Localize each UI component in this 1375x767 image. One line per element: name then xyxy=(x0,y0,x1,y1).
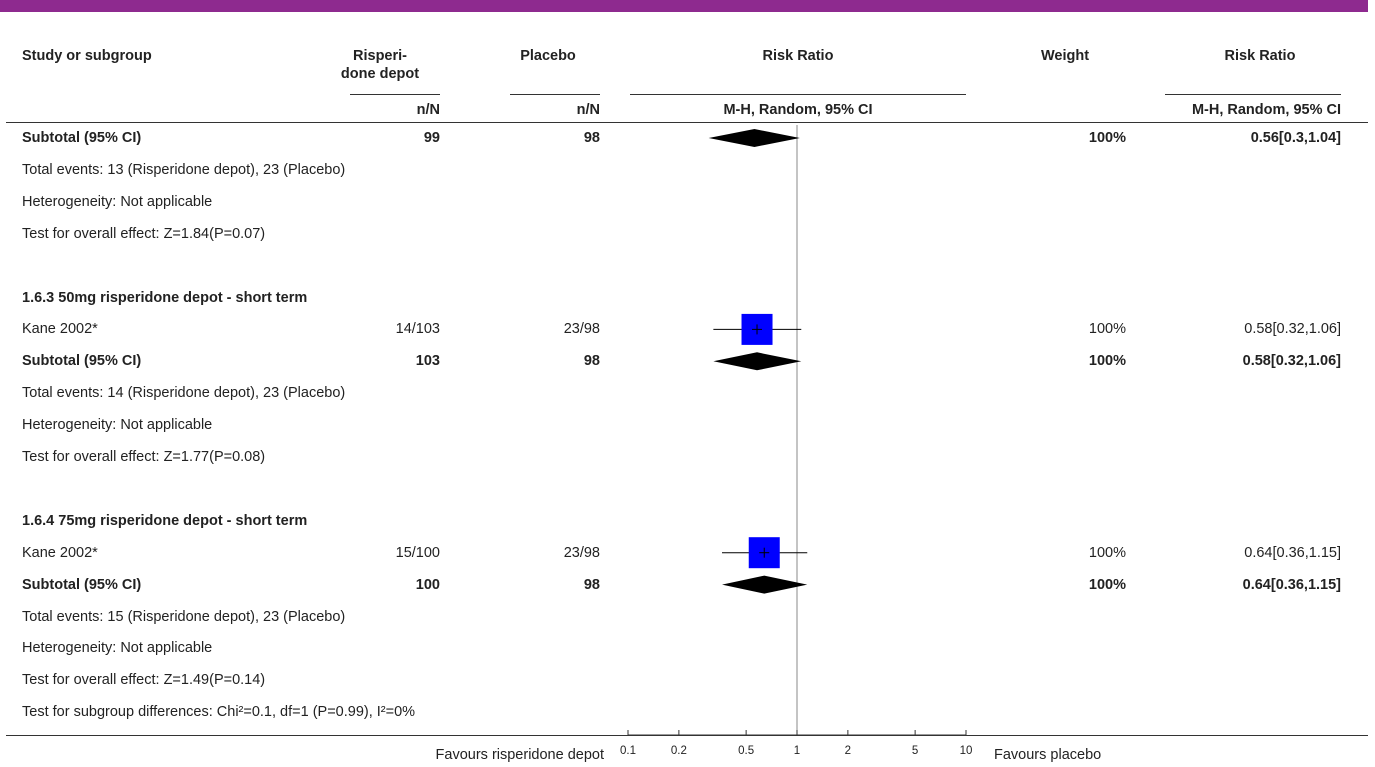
header-exp-line1: Risperi- xyxy=(353,48,407,64)
study-row-weight: 100% xyxy=(1088,321,1126,338)
x-tick-label: 0.5 xyxy=(738,745,754,757)
subtotal-row-label: Subtotal (95% CI) xyxy=(22,576,142,593)
study-row-label: Kane 2002* xyxy=(22,544,98,561)
header-rr: Risk Ratio xyxy=(1224,48,1296,64)
study-row-exp: 14/103 xyxy=(395,321,440,338)
subtotal-row-weight: 100% xyxy=(1088,130,1126,146)
study-row-rr: 0.58[0.32,1.06] xyxy=(1244,321,1341,338)
header-rule-ctrl xyxy=(510,94,600,95)
header-exp-line2: done depot xyxy=(340,66,420,82)
subheader-rr: M-H, Random, 95% CI xyxy=(1191,102,1341,118)
subheader-exp: n/N xyxy=(416,102,440,118)
note-row-label: Test for overall effect: Z=1.49(P=0.14) xyxy=(22,672,266,689)
subtotal-row-exp: 100 xyxy=(415,576,440,593)
note-row-label: Total events: 13 (Risperidone depot), 23… xyxy=(22,161,346,178)
subtotal-diamond xyxy=(713,352,802,371)
note-row-label: Total events: 15 (Risperidone depot), 23… xyxy=(22,608,346,625)
study-row-ctrl: 23/98 xyxy=(563,321,600,338)
subtotal-row-label: Subtotal (95% CI) xyxy=(22,353,142,370)
note-row-label: Total events: 14 (Risperidone depot), 23… xyxy=(22,385,346,402)
header-rule-exp xyxy=(350,94,440,95)
header-plot: Risk Ratio xyxy=(762,48,834,64)
x-tick-label: 2 xyxy=(845,745,851,757)
subgroup-heading-label: 1.6.3 50mg risperidone depot - short ter… xyxy=(22,289,308,306)
x-tick-label: 0.1 xyxy=(620,745,636,757)
header-study: Study or subgroup xyxy=(22,48,152,64)
subtotal-row-exp: 103 xyxy=(415,353,440,370)
subtotal-row-rr: 0.64[0.36,1.15] xyxy=(1242,576,1341,593)
subtotal-row-rr: 0.58[0.32,1.06] xyxy=(1242,353,1341,370)
subheader-plot: M-H, Random, 95% CI xyxy=(723,102,873,118)
header-rule-plot xyxy=(630,94,966,95)
subtotal-row-weight: 100% xyxy=(1088,576,1126,593)
subgroup-heading-label: 1.6.4 75mg risperidone depot - short ter… xyxy=(22,512,308,529)
subtotal-row-ctrl: 98 xyxy=(583,130,600,146)
header-ctrl: Placebo xyxy=(520,48,576,64)
subheader-ctrl: n/N xyxy=(576,102,600,118)
note-row-label: Heterogeneity: Not applicable xyxy=(22,417,213,434)
header-bottom-rule xyxy=(6,122,1368,123)
subtotal-diamond xyxy=(722,575,808,594)
note-row-label: Test for subgroup differences: Chi²=0.1,… xyxy=(22,704,416,721)
subtotal-row-label: Subtotal (95% CI) xyxy=(22,130,142,146)
subtotal-row-rr: 0.56[0.3,1.04] xyxy=(1250,130,1341,146)
subtotal-row-ctrl: 98 xyxy=(583,353,600,370)
x-tick-label: 0.2 xyxy=(671,745,687,757)
study-row-exp: 15/100 xyxy=(395,544,440,561)
subtotal-row-ctrl: 98 xyxy=(583,576,600,593)
subtotal-row-exp: 99 xyxy=(423,130,440,146)
study-row-ctrl: 23/98 xyxy=(563,544,600,561)
accent-bar xyxy=(0,0,1368,12)
study-row-rr: 0.64[0.36,1.15] xyxy=(1244,544,1341,561)
header-rule-rr xyxy=(1165,94,1341,95)
subtotal-row-weight: 100% xyxy=(1088,353,1126,370)
favours-left: Favours risperidone depot xyxy=(435,747,604,763)
header-weight: Weight xyxy=(1040,48,1090,64)
footer-rule xyxy=(6,735,1368,736)
study-row-weight: 100% xyxy=(1088,544,1126,561)
note-row-label: Test for overall effect: Z=1.84(P=0.07) xyxy=(22,225,266,242)
x-tick-label: 10 xyxy=(960,745,973,757)
x-tick-label: 5 xyxy=(912,745,918,757)
note-row-label: Test for overall effect: Z=1.77(P=0.08) xyxy=(22,449,266,465)
x-tick-label: 1 xyxy=(794,745,800,757)
study-row-label: Kane 2002* xyxy=(22,321,98,338)
favours-right: Favours placebo xyxy=(994,747,1102,763)
subtotal-diamond xyxy=(708,129,800,147)
note-row-label: Heterogeneity: Not applicable xyxy=(22,193,213,210)
note-row-label: Heterogeneity: Not applicable xyxy=(22,640,213,657)
